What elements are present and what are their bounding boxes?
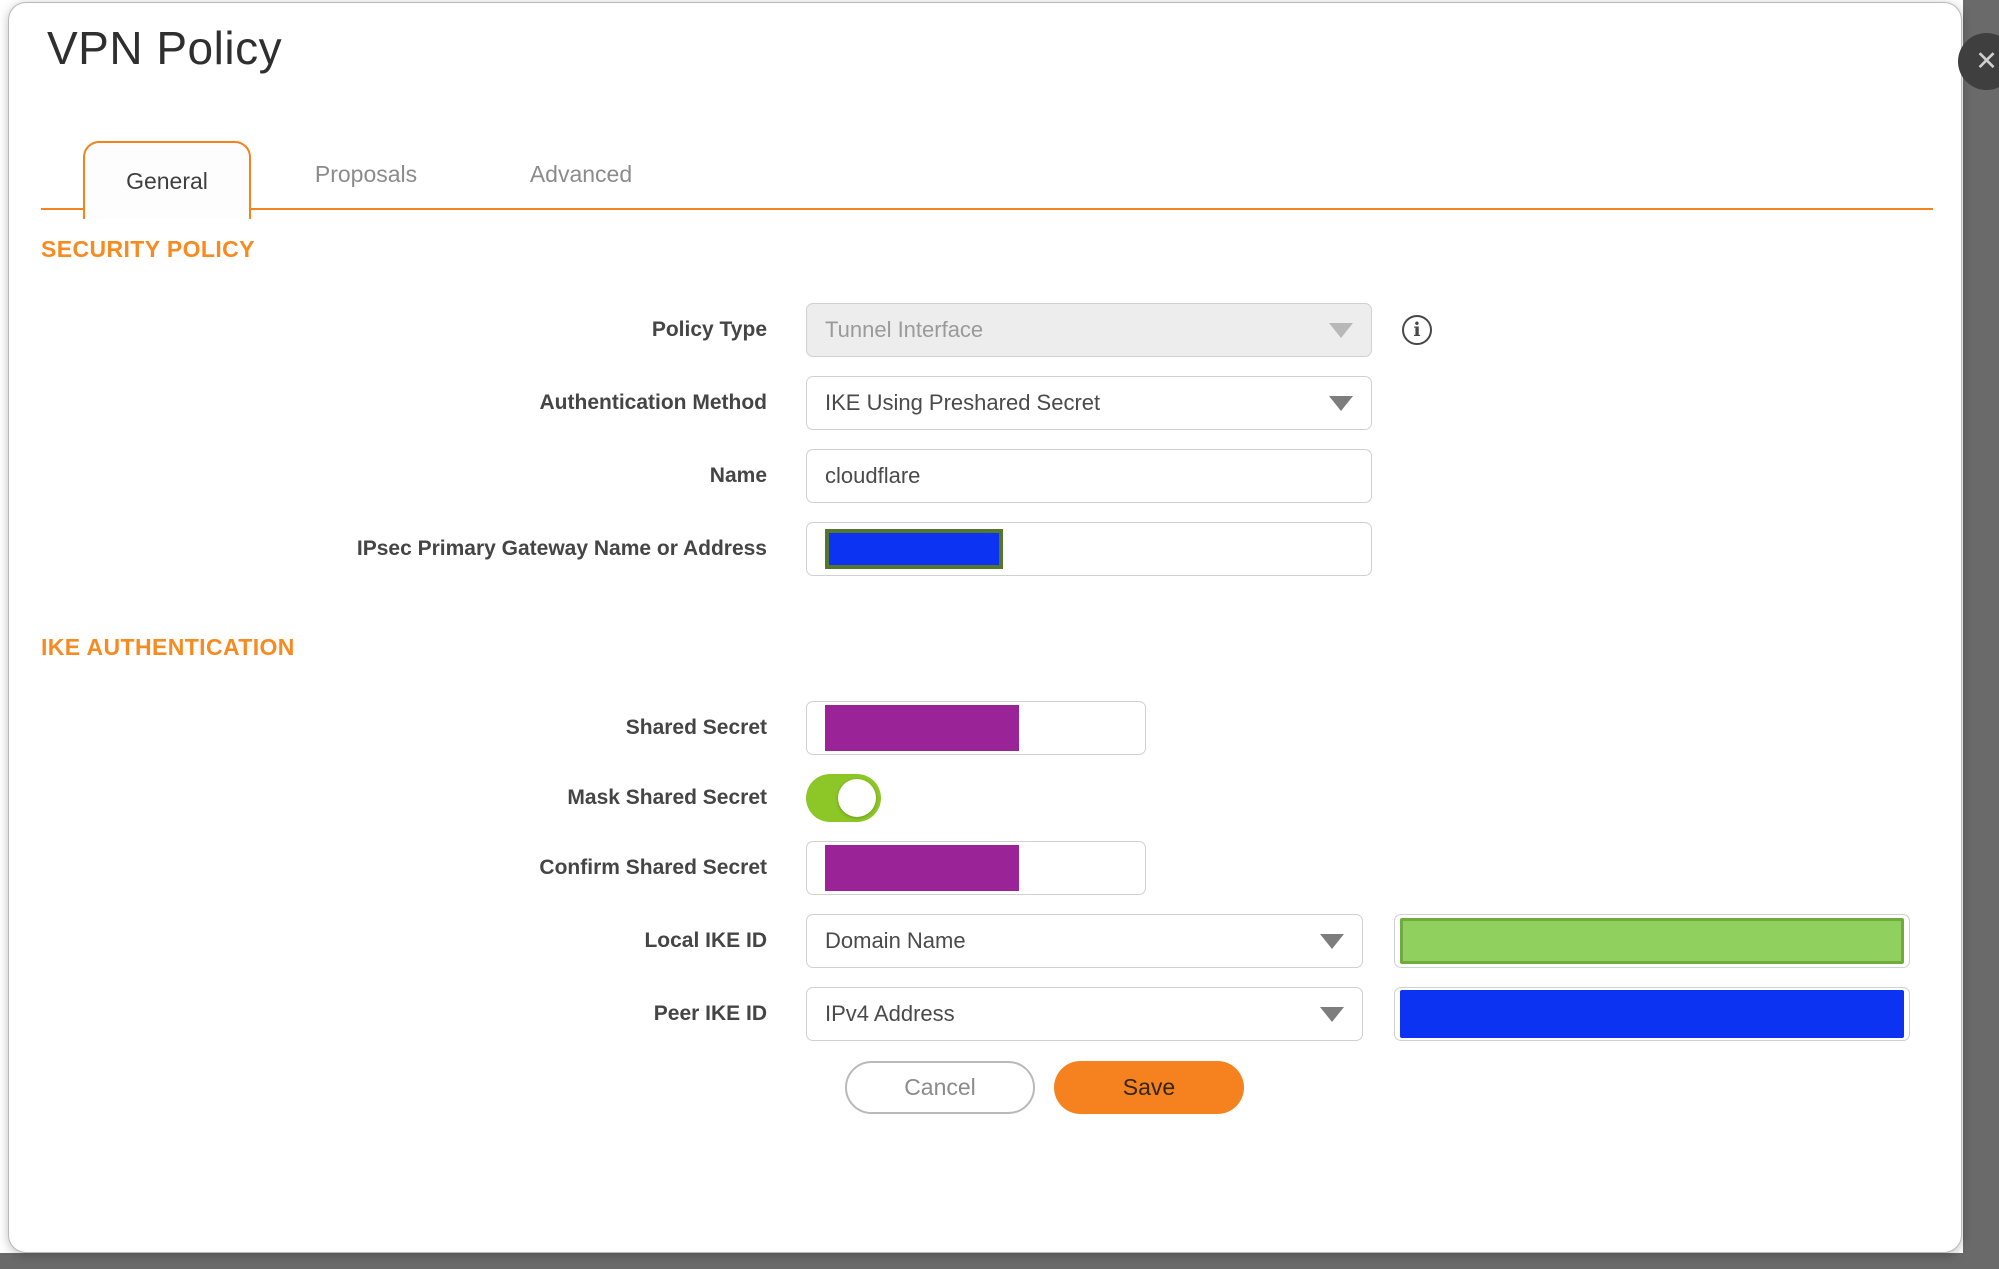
shared-secret-redacted-value — [825, 705, 1019, 751]
section-heading-ike-authentication: IKE AUTHENTICATION — [41, 634, 295, 660]
confirm-shared-secret-input[interactable] — [806, 841, 1146, 895]
local-ike-id-label: Local IKE ID — [644, 928, 767, 952]
name-row: Name — [9, 449, 1961, 503]
peer-ike-id-label: Peer IKE ID — [653, 1001, 767, 1025]
confirm-shared-secret-row: Confirm Shared Secret — [9, 841, 1961, 895]
policy-type-row: Policy Type Tunnel Interface i — [9, 303, 1961, 357]
tab-advanced[interactable]: Advanced — [529, 161, 633, 187]
shared-secret-label: Shared Secret — [625, 715, 767, 739]
info-icon[interactable]: i — [1402, 315, 1432, 345]
tab-panel-general: SECURITY POLICY Policy Type Tunnel Inter… — [9, 210, 1961, 1114]
shared-secret-row: Shared Secret — [9, 701, 1961, 755]
shared-secret-input[interactable] — [806, 701, 1146, 755]
action-buttons: Cancel Save — [845, 1061, 1961, 1114]
authentication-method-label: Authentication Method — [539, 390, 767, 414]
peer-ike-id-redacted-value — [1400, 990, 1904, 1038]
chevron-down-icon — [1329, 395, 1353, 411]
vpn-policy-dialog: VPN Policy General Proposals Advanced SE… — [8, 2, 1999, 1253]
local-ike-id-row: Local IKE ID Domain Name — [9, 914, 1961, 968]
local-ike-id-select[interactable]: Domain Name — [806, 914, 1363, 968]
confirm-shared-secret-label: Confirm Shared Secret — [539, 855, 767, 879]
tab-proposals[interactable]: Proposals — [314, 161, 418, 187]
chevron-down-icon — [1320, 933, 1344, 949]
peer-ike-id-value-input[interactable] — [1394, 987, 1910, 1041]
background-strip-bottom — [0, 1253, 1999, 1269]
gateway-input[interactable] — [806, 522, 1372, 576]
save-button[interactable]: Save — [1054, 1061, 1244, 1114]
background-strip-right — [1963, 0, 1999, 1269]
policy-type-label: Policy Type — [651, 317, 767, 341]
mask-shared-secret-label: Mask Shared Secret — [567, 785, 767, 809]
authentication-method-select[interactable]: IKE Using Preshared Secret — [806, 376, 1372, 430]
peer-ike-id-type-value: IPv4 Address — [825, 1001, 955, 1026]
confirm-shared-secret-redacted-value — [825, 845, 1019, 891]
mask-shared-secret-toggle[interactable] — [806, 774, 881, 822]
cancel-button[interactable]: Cancel — [845, 1061, 1035, 1114]
local-ike-id-redacted-value — [1400, 918, 1904, 964]
policy-type-select: Tunnel Interface — [806, 303, 1372, 357]
close-icon: ✕ — [1975, 46, 1998, 76]
toggle-knob — [838, 779, 876, 817]
chevron-down-icon — [1329, 322, 1353, 338]
local-ike-id-type-value: Domain Name — [825, 928, 966, 953]
chevron-down-icon — [1320, 1006, 1344, 1022]
tab-bar: General Proposals Advanced — [41, 141, 1933, 219]
authentication-method-value: IKE Using Preshared Secret — [825, 390, 1101, 415]
info-icon-glyph: i — [1413, 319, 1421, 341]
peer-ike-id-select[interactable]: IPv4 Address — [806, 987, 1363, 1041]
mask-shared-secret-row: Mask Shared Secret — [9, 774, 1961, 822]
name-label: Name — [709, 463, 767, 487]
gateway-redacted-value — [825, 529, 1003, 569]
gateway-row: IPsec Primary Gateway Name or Address — [9, 522, 1961, 576]
name-input[interactable] — [806, 449, 1372, 503]
gateway-label: IPsec Primary Gateway Name or Address — [356, 536, 767, 560]
section-heading-security-policy: SECURITY POLICY — [41, 236, 255, 262]
tab-general[interactable]: General — [83, 141, 251, 219]
page-title: VPN Policy — [47, 22, 283, 74]
local-ike-id-value-input[interactable] — [1394, 914, 1910, 968]
close-button[interactable]: ✕ — [1958, 33, 1999, 90]
authentication-method-row: Authentication Method IKE Using Preshare… — [9, 376, 1961, 430]
policy-type-value: Tunnel Interface — [825, 317, 984, 342]
peer-ike-id-row: Peer IKE ID IPv4 Address — [9, 987, 1961, 1041]
